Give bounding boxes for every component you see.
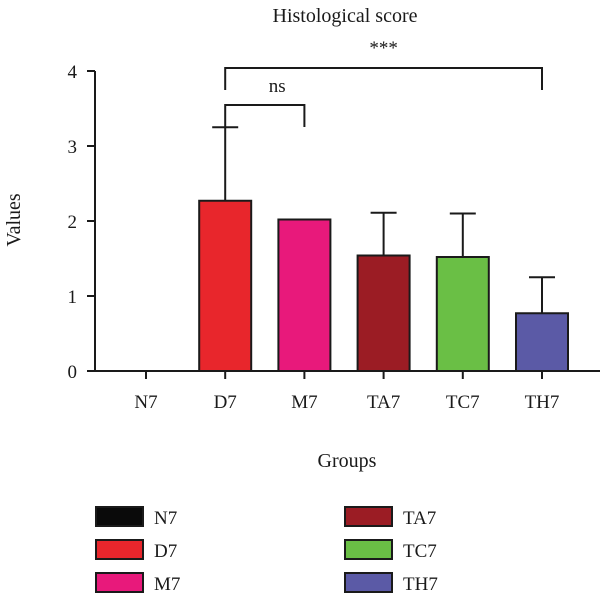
legend-label: M7	[154, 574, 180, 595]
bar-th7	[515, 312, 569, 372]
x-axis-label: Groups	[318, 450, 377, 472]
legend-swatch-m7	[95, 572, 144, 593]
x-tick-label: TA7	[367, 392, 400, 413]
y-tick-label: 0	[68, 362, 78, 383]
chart-title: Histological score	[273, 5, 418, 27]
bar-d7	[198, 199, 253, 372]
bars	[198, 199, 569, 372]
legend-label: N7	[154, 508, 177, 529]
y-tick-label: 4	[68, 62, 78, 83]
bar-m7	[277, 218, 332, 372]
legend-swatch-d7	[95, 539, 144, 560]
y-axis-label: Values	[3, 193, 25, 247]
error-bars	[212, 126, 555, 314]
legend-label: TA7	[403, 508, 436, 529]
x-tick-label: M7	[291, 392, 317, 413]
x-tick-label: TC7	[446, 392, 480, 413]
legend: N7 D7 M7 TA7 TC7 TH7	[95, 506, 438, 595]
significance-bracket	[224, 104, 306, 127]
x-tick-label: D7	[214, 392, 237, 413]
y-tick-label: 1	[68, 287, 78, 308]
significance-brackets: ns ***	[224, 38, 543, 127]
legend-swatch-ta7	[344, 506, 393, 527]
y-tick-label: 2	[68, 212, 78, 233]
x-tick-label: TH7	[525, 392, 560, 413]
y-tick-label: 3	[68, 137, 78, 158]
significance-label: ns	[269, 76, 286, 97]
legend-swatch-n7	[95, 506, 144, 527]
legend-label: D7	[154, 541, 177, 562]
x-tick-label: N7	[134, 392, 157, 413]
legend-swatch-tc7	[344, 539, 393, 560]
bar-ta7	[356, 254, 411, 372]
legend-swatch-th7	[344, 572, 393, 593]
bar-tc7	[435, 256, 490, 372]
legend-label: TH7	[403, 574, 438, 595]
significance-label: ***	[369, 38, 398, 59]
significance-bracket	[224, 67, 543, 90]
legend-label: TC7	[403, 541, 437, 562]
